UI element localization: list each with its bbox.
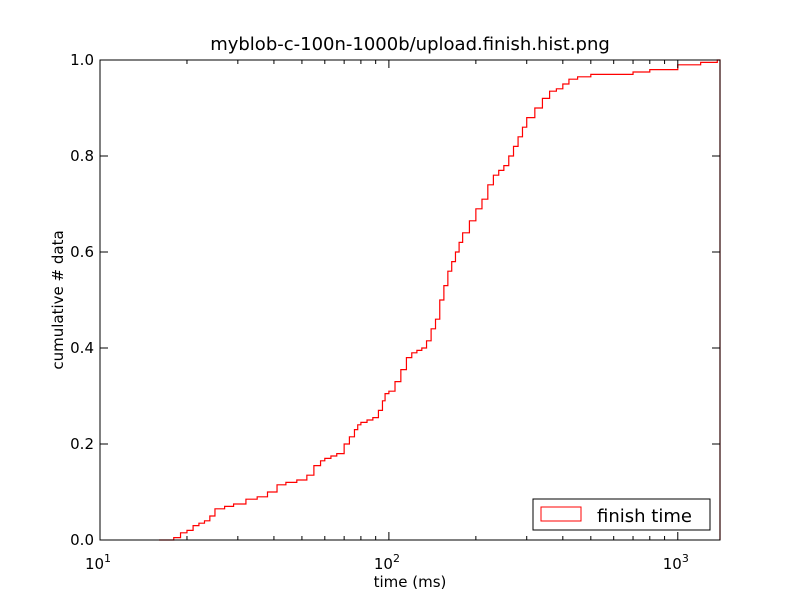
plot-frame (99, 59, 721, 541)
x-tick-label: 101 (85, 552, 111, 573)
y-tick-label: 0.2 (70, 435, 94, 453)
y-tick-label: 0.8 (70, 147, 94, 165)
x-tick-label: 103 (663, 552, 689, 573)
y-tick-label: 1.0 (70, 51, 94, 69)
series-line-finish-time (158, 59, 721, 541)
ticks-layer: 101 102 103 0.0 0.2 0.4 0.6 0.8 1.0 (70, 51, 720, 573)
x-axis-label: time (ms) (374, 573, 447, 591)
legend-swatch (540, 506, 582, 522)
legend: finish time (532, 498, 711, 531)
plot-area (100, 60, 720, 540)
y-tick-label: 0.0 (70, 531, 94, 549)
y-tick-label: 0.4 (70, 339, 94, 357)
legend-label: finish time (597, 506, 692, 527)
plot-layer (158, 59, 721, 541)
chart-title: myblob-c-100n-1000b/upload.finish.hist.p… (210, 34, 610, 55)
y-axis-label: cumulative # data (49, 230, 67, 369)
y-tick-label: 0.6 (70, 243, 94, 261)
x-tick-label: 102 (374, 552, 400, 573)
